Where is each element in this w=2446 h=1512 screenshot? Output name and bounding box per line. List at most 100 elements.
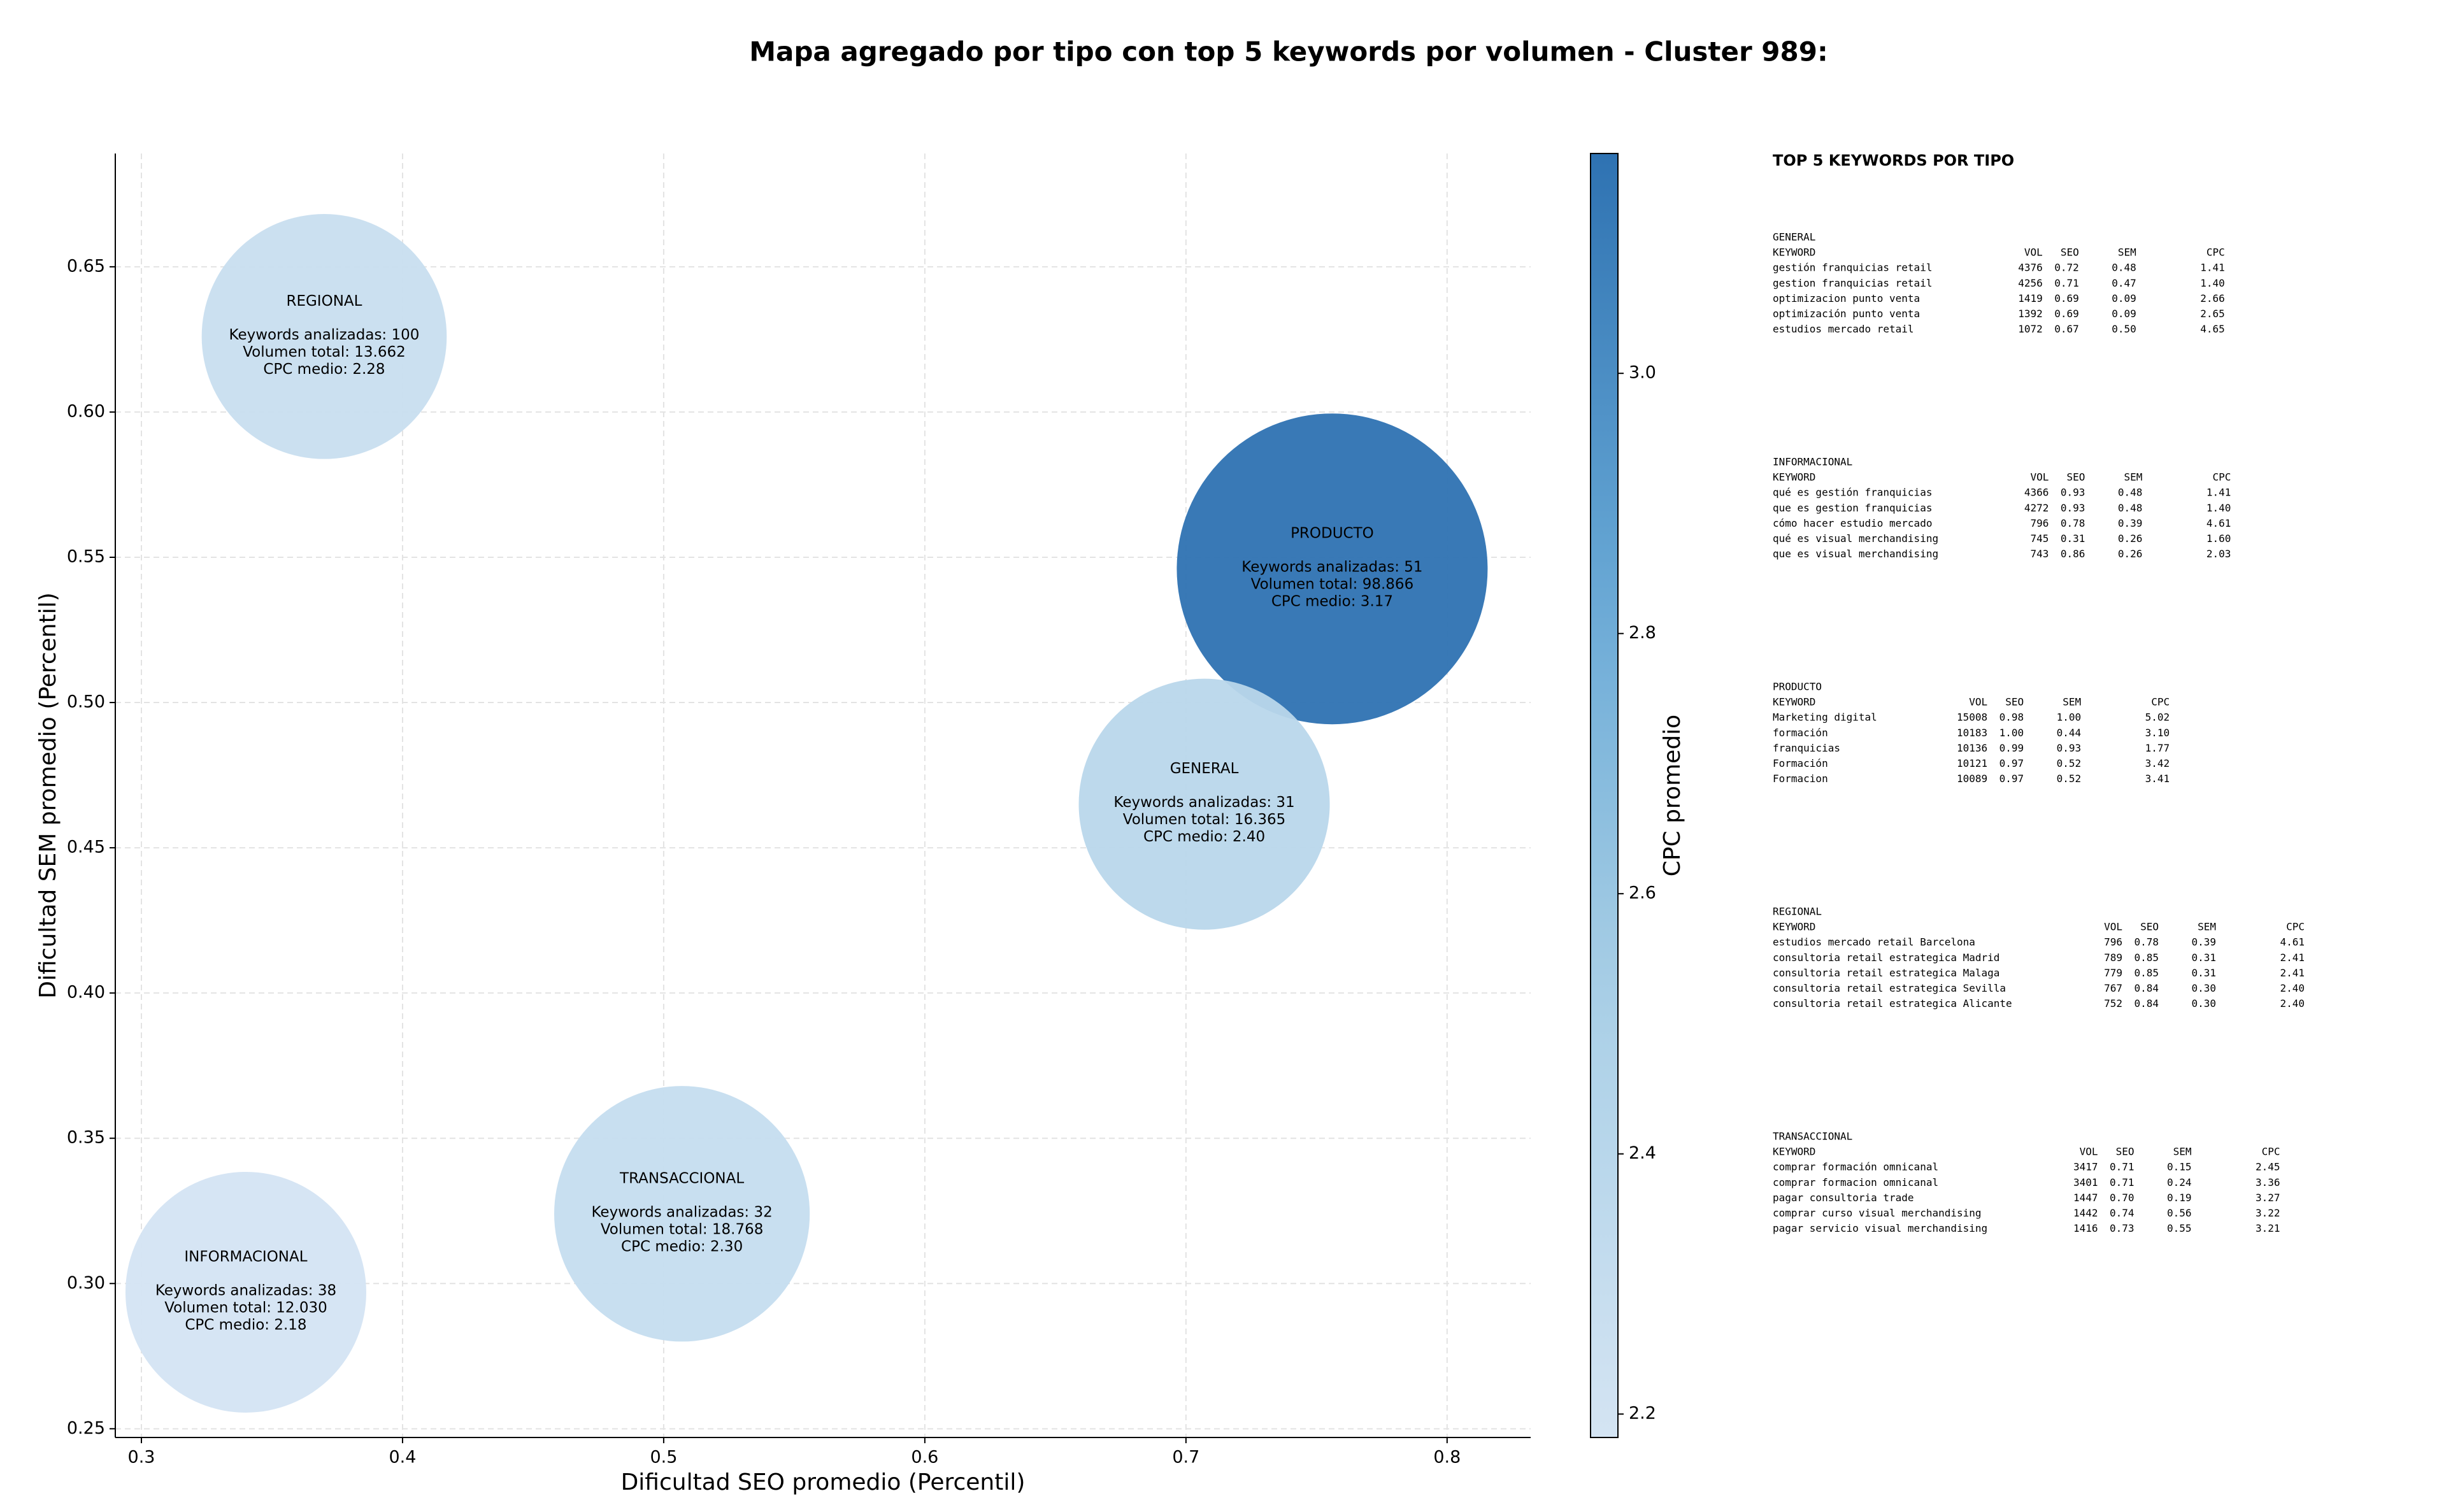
table-cell: comprar formación omnicanal: [1773, 1161, 1938, 1173]
table-cell: 0.56: [2167, 1207, 2192, 1219]
table-cell: 0.30: [2191, 997, 2216, 1009]
table-cell: 743: [2031, 548, 2049, 560]
bubble: [125, 1171, 366, 1413]
bubble-annotation: Keywords analizadas: 32: [591, 1204, 772, 1220]
table-cell: que es gestion franquicias: [1773, 502, 1932, 514]
table-cell: 779: [2104, 967, 2122, 979]
table-cell: estudios mercado retail Barcelona: [1773, 936, 1975, 948]
table-cell: 2.41: [2280, 967, 2305, 979]
table-cell: 0.93: [2061, 502, 2085, 514]
table-cell: 0.85: [2134, 952, 2159, 964]
column-header: VOL: [2031, 471, 2049, 483]
bubble-annotation: CPC medio: 2.28: [263, 361, 385, 378]
colorbar-label: CPC promedio: [1659, 715, 1685, 876]
colorbar: [1590, 153, 1619, 1438]
bubble-name: TRANSACCIONAL: [619, 1170, 744, 1187]
bubble-annotation: CPC medio: 3.17: [1271, 594, 1393, 610]
table-cell: 1416: [2073, 1222, 2098, 1234]
bubble-annotation: CPC medio: 2.18: [185, 1316, 306, 1333]
bubble-annotation: Keywords analizadas: 31: [1113, 794, 1294, 811]
table-cell: qué es gestión franquicias: [1773, 487, 1932, 499]
x-tick-label: 0.4: [389, 1448, 416, 1467]
column-header: SEO: [2116, 1146, 2135, 1158]
column-header: SEM: [2173, 1146, 2192, 1158]
table-cell: franquicias: [1773, 742, 1840, 754]
table-cell: 0.74: [2110, 1207, 2135, 1219]
table-cell: 0.69: [2054, 292, 2079, 304]
bubble-annotation: Keywords analizadas: 51: [1241, 559, 1422, 576]
bubble-name: INFORMACIONAL: [184, 1248, 307, 1265]
table-cell: 0.55: [2167, 1222, 2192, 1234]
table-cell: 0.72: [2054, 262, 2079, 274]
table-cell: 4376: [2018, 262, 2043, 274]
table-cell: 0.39: [2118, 517, 2143, 529]
table-cell: formación: [1773, 727, 1828, 739]
table-cell: 5.02: [2145, 711, 2170, 724]
table-cell: 0.48: [2118, 487, 2143, 499]
column-header: SEO: [2061, 246, 2079, 259]
table-cell: 1.00: [1999, 727, 2024, 739]
table-cell: 3.41: [2145, 773, 2170, 785]
y-tick-label: 0.30: [67, 1273, 105, 1293]
y-axis-label: Dificultad SEM promedio (Percentil): [35, 592, 61, 999]
column-header: SEO: [2005, 696, 2024, 708]
bubble-name: PRODUCTO: [1291, 525, 1374, 542]
table-cell: 767: [2104, 982, 2122, 994]
bubble-annotation: CPC medio: 2.40: [1143, 829, 1265, 845]
x-tick-label: 0.3: [128, 1448, 155, 1467]
bubble-annotation: CPC medio: 2.30: [621, 1238, 743, 1255]
table-cell: 0.31: [2061, 532, 2085, 545]
bubble: [1177, 413, 1488, 725]
table-cell: 2.40: [2280, 982, 2305, 994]
table-cell: 0.85: [2134, 967, 2159, 979]
column-header: CPC: [2286, 921, 2305, 933]
table-cell: 0.19: [2167, 1192, 2192, 1204]
colorbar-tick-label: 2.2: [1629, 1404, 1656, 1423]
colorbar-tick-label: 2.4: [1629, 1143, 1656, 1163]
table-cell: 4272: [2024, 502, 2049, 514]
table-cell: 0.98: [1999, 711, 2024, 724]
table-cell: 0.69: [2054, 308, 2079, 320]
table-cell: 1.00: [2057, 711, 2082, 724]
x-axis-label: Dificultad SEO promedio (Percentil): [621, 1469, 1026, 1495]
table-cell: Formacion: [1773, 773, 1828, 785]
table-cell: 0.84: [2134, 982, 2159, 994]
table-cell: 1392: [2018, 308, 2043, 320]
table-cell: 0.84: [2134, 997, 2159, 1009]
table-cell: comprar formacion omnicanal: [1773, 1176, 1938, 1188]
table-cell: 4.61: [2206, 517, 2231, 529]
table-cell: 752: [2104, 997, 2122, 1009]
x-tick-label: 0.7: [1172, 1448, 1199, 1467]
table-cell: 1419: [2018, 292, 2043, 304]
table-cell: 3.10: [2145, 727, 2170, 739]
table-cell: 0.26: [2118, 548, 2143, 560]
table-cell: 0.67: [2054, 323, 2079, 335]
table-cell: 0.30: [2191, 982, 2216, 994]
column-header: VOL: [2104, 921, 2122, 933]
table-cell: 0.48: [2112, 262, 2136, 274]
table-cell: 4.61: [2280, 936, 2305, 948]
table-cell: 3.27: [2256, 1192, 2280, 1204]
table-cell: 796: [2031, 517, 2049, 529]
bubble-annotation: Keywords analizadas: 38: [155, 1282, 336, 1299]
bubble-annotation: Volumen total: 98.866: [1251, 576, 1414, 593]
table-cell: 0.52: [2057, 773, 2082, 785]
table-cell: 0.31: [2191, 952, 2216, 964]
table-cell: 10089: [1957, 773, 1987, 785]
column-header: CPC: [2151, 696, 2170, 708]
table-cell: 0.71: [2054, 277, 2079, 289]
column-header: SEM: [2124, 471, 2143, 483]
table-cell: 15008: [1957, 711, 1987, 724]
column-header: KEYWORD: [1773, 696, 1815, 708]
y-tick-label: 0.55: [67, 546, 105, 566]
column-header: SEO: [2140, 921, 2159, 933]
table-cell: 3.36: [2256, 1176, 2280, 1188]
section-title: PRODUCTO: [1773, 681, 1822, 693]
table-cell: 2.65: [2200, 308, 2225, 320]
table-cell: Formación: [1773, 757, 1828, 769]
table-cell: cómo hacer estudio mercado: [1773, 517, 1932, 529]
table-cell: consultoria retail estrategica Sevilla: [1773, 982, 2006, 994]
table-cell: 789: [2104, 952, 2122, 964]
bubble-annotation: Volumen total: 13.662: [243, 344, 406, 360]
table-cell: pagar servicio visual merchandising: [1773, 1222, 1987, 1234]
